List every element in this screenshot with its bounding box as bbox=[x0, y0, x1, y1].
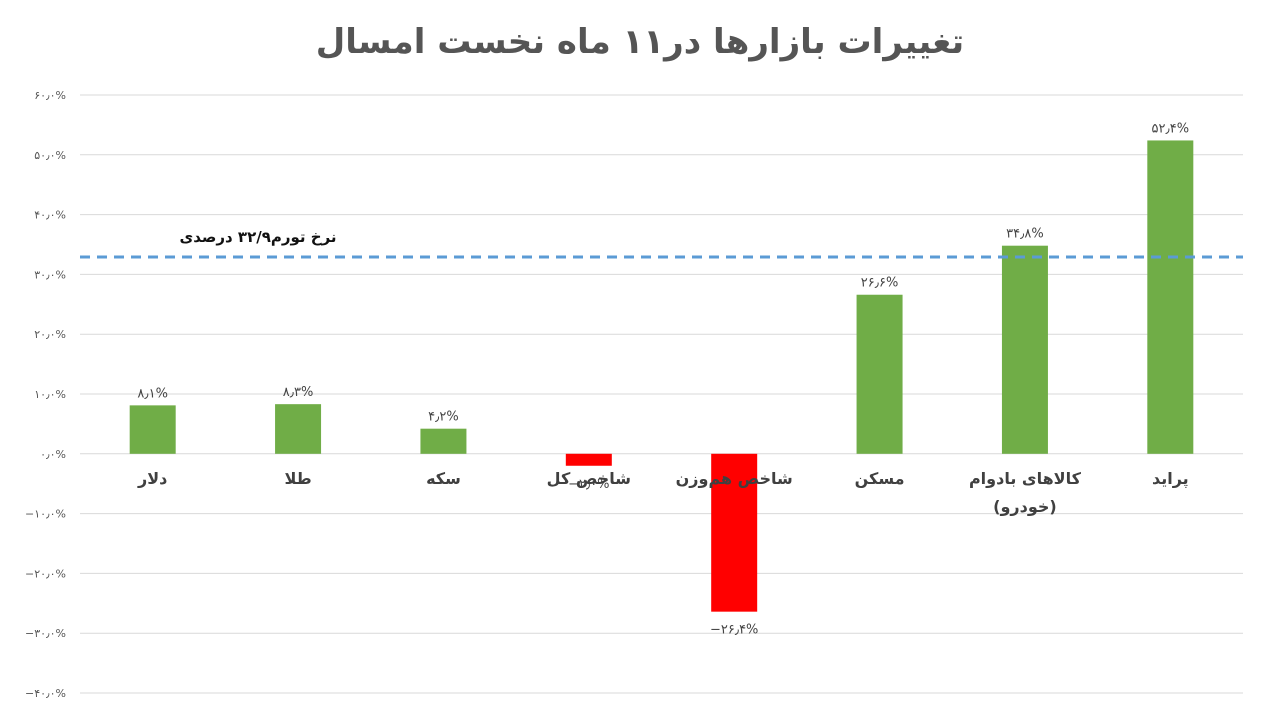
data-label: ۲۶٫۶% bbox=[861, 276, 899, 291]
category-label: پراید bbox=[1152, 469, 1189, 489]
grid-layer: ۶۰٫۰% ۵۰٫۰% ۴۰٫۰% ۳۰٫۰% ۲۰٫۰% ۱۰٫۰% ۰٫۰% −۱۰٫۰%… bbox=[25, 89, 1243, 700]
category-label: شاخص هم‌وزن bbox=[676, 469, 793, 488]
category-label: دلار bbox=[137, 469, 167, 488]
category-label: سکه bbox=[426, 469, 461, 488]
bar-layer bbox=[129, 140, 1194, 612]
data-label: ۸٫۳% bbox=[283, 385, 314, 400]
bar bbox=[1147, 140, 1194, 454]
bar bbox=[275, 404, 322, 454]
data-label: ۵۲٫۴% bbox=[1152, 121, 1190, 136]
category-label: کالاهای بادوام bbox=[969, 469, 1082, 488]
data-label: ۳۴٫۸% bbox=[1006, 227, 1044, 242]
y-tick-label: ۱۰٫۰% bbox=[34, 388, 66, 401]
data-label: −۲۶٫۴% bbox=[710, 623, 758, 638]
y-tick-label: ۰٫۰% bbox=[40, 448, 66, 461]
data-label: −۲٫۰% bbox=[568, 477, 609, 492]
y-tick-label: −۲۰٫۰% bbox=[25, 567, 66, 580]
bar bbox=[129, 405, 176, 454]
bar bbox=[856, 294, 903, 454]
label-layer: ۸٫۱% دلار ۸٫۳% طلا ۴٫۲% سکه −۲٫۰%شاخص کل −۲۶٫۴%… bbox=[137, 121, 1189, 637]
y-tick-label: ۲۰٫۰% bbox=[34, 328, 66, 341]
bar bbox=[420, 428, 467, 454]
bar bbox=[1001, 245, 1048, 454]
bar bbox=[565, 453, 612, 466]
y-tick-label: −۳۰٫۰% bbox=[25, 627, 66, 640]
inflation-reference-label: نرخ تورم۳۲/۹ درصدی bbox=[179, 228, 336, 246]
category-label: شاخص کل bbox=[547, 469, 631, 488]
category-label: (خودرو) bbox=[993, 497, 1057, 516]
reference-layer: نرخ تورم۳۲/۹ درصدی bbox=[80, 228, 1243, 259]
y-tick-label: ۴۰٫۰% bbox=[34, 209, 66, 222]
y-tick-label: ۶۰٫۰% bbox=[34, 89, 66, 102]
y-tick-label: ۳۰٫۰% bbox=[34, 268, 66, 281]
category-label: طلا bbox=[284, 469, 311, 488]
data-label: ۸٫۱% bbox=[137, 386, 168, 401]
bar bbox=[711, 453, 758, 612]
data-label: ۴٫۲% bbox=[428, 410, 459, 425]
category-label: مسکن bbox=[855, 469, 905, 488]
y-tick-label: ۵۰٫۰% bbox=[34, 149, 66, 162]
y-tick-label: −۴۰٫۰% bbox=[25, 687, 66, 700]
y-tick-label: −۱۰٫۰% bbox=[25, 508, 66, 521]
chart-title: تغییرات بازارها در۱۱ ماه نخست امسال bbox=[315, 22, 965, 62]
